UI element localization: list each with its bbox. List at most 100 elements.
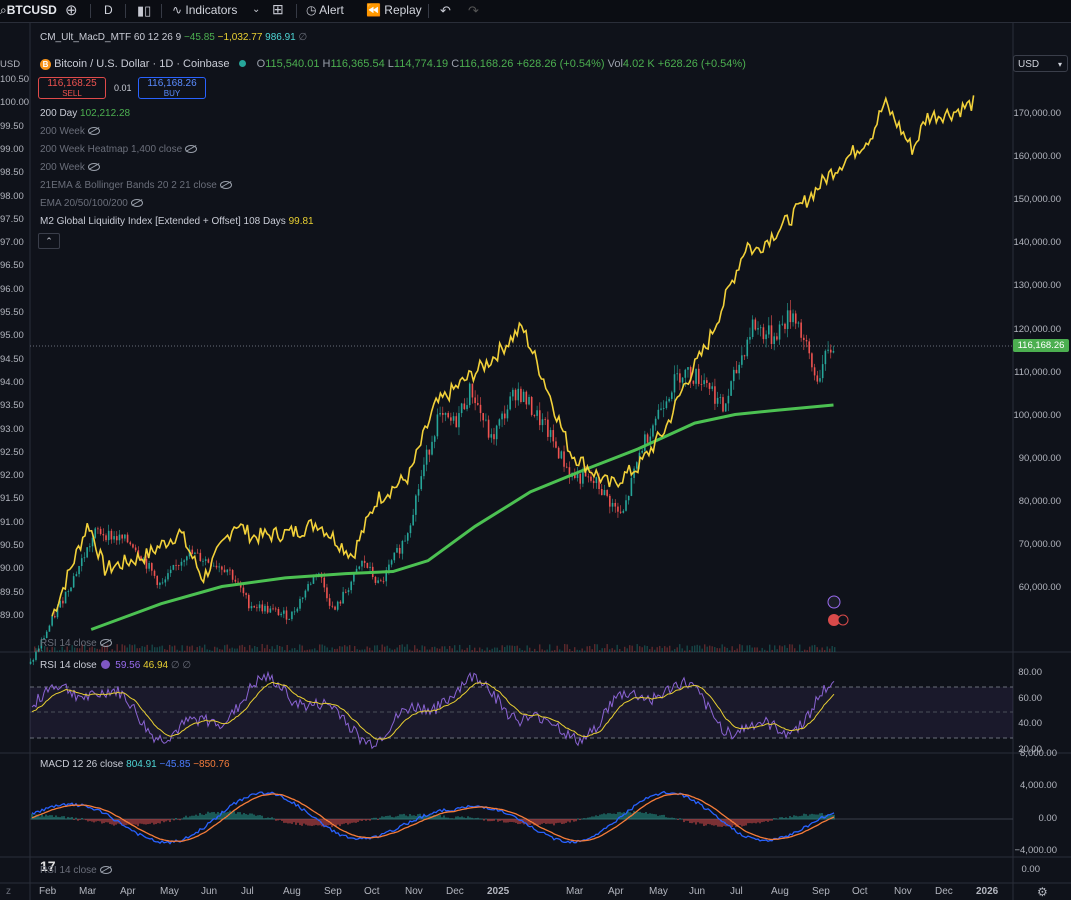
hidden-eye-icon[interactable] (99, 866, 112, 874)
replay-button[interactable]: ⏪ Replay (366, 3, 422, 17)
candle-body (70, 587, 72, 591)
chevron-down-icon[interactable]: ⌄ (252, 4, 261, 15)
symbol-legend[interactable]: B Bitcoin / U.S. Dollar · 1D · Coinbase … (40, 58, 746, 70)
candle-body (794, 313, 797, 324)
candle-body (331, 605, 334, 607)
hidden-eye-icon[interactable] (185, 145, 198, 153)
volume-bar (454, 645, 456, 652)
volume-bar (576, 649, 578, 652)
hidden-eye-icon[interactable] (99, 639, 112, 647)
indicator-legend-200-week-heatmap[interactable]: 200 Week Heatmap 1,400 close (40, 144, 198, 155)
candle-body (231, 570, 234, 580)
macd-histogram-bar (493, 819, 495, 821)
volume-bar (36, 649, 38, 652)
add-symbol-icon[interactable]: ⊕ (65, 2, 78, 19)
candle-body (552, 430, 555, 442)
macd-histogram-bar (537, 819, 539, 826)
interval-button[interactable]: D (104, 3, 113, 17)
axis-tick-label: 4,000.00 (1020, 780, 1057, 792)
candle-body (291, 611, 293, 620)
symbol-search-button[interactable]: ⌕BTCUSD (0, 3, 57, 17)
candle-body (501, 413, 503, 420)
redo-icon[interactable]: ↷ (468, 3, 479, 18)
macd-histogram-bar (539, 819, 541, 825)
buy-button[interactable]: 116,168.26 BUY (138, 77, 206, 99)
volume-bar (129, 644, 131, 652)
macd-histogram-bar (61, 816, 63, 820)
volume-bar (184, 650, 186, 652)
volume-bar (784, 645, 786, 652)
indicators-button[interactable]: ∿ Indicators (172, 3, 238, 17)
macd-histogram-bar (65, 818, 67, 820)
time-axis-label: Jul (241, 886, 254, 897)
flash-event-icon[interactable] (827, 595, 841, 609)
macd-histogram-bar (43, 816, 45, 820)
volume-bar (786, 647, 788, 652)
macd-histogram-bar (583, 818, 585, 820)
candle-body (51, 616, 53, 626)
macd-histogram-bar (525, 819, 527, 824)
alert-button[interactable]: ◷ Alert (306, 3, 344, 17)
volume-bar (589, 645, 591, 652)
layout-grid-icon[interactable]: ⊞ (272, 1, 284, 17)
hidden-eye-icon[interactable] (130, 199, 143, 207)
macd-legend[interactable]: MACD 12 26 close 804.91 −45.85 −850.76 (40, 759, 230, 770)
more-options-icon[interactable]: ∅ ∅ (170, 660, 192, 671)
macd-histogram-bar (623, 812, 625, 820)
time-axis-label: Aug (771, 886, 789, 897)
sell-button[interactable]: 116,168.25 SELL (38, 77, 106, 99)
volume-bar (351, 650, 353, 652)
volume-bar (636, 644, 638, 652)
timezone-label[interactable]: z (6, 886, 11, 897)
macd-histogram-bar (705, 819, 707, 826)
time-axis-label: Sep (324, 886, 342, 897)
macd-histogram-bar (545, 819, 547, 824)
hidden-eye-icon[interactable] (87, 127, 100, 135)
volume-bar (421, 645, 423, 652)
macd-histogram-bar (523, 819, 525, 825)
macd-mtf-legend[interactable]: CM_Ult_MacD_MTF 60 12 26 9 −45.85 −1,032… (40, 32, 308, 43)
macd-histogram-bar (199, 812, 201, 820)
rsi-hidden-legend-bottom[interactable]: RSI 14 close (40, 865, 112, 876)
candles-chart-type-icon[interactable]: ▮▯ (137, 3, 152, 18)
macd-histogram-bar (311, 819, 313, 826)
macd-histogram-bar (671, 817, 673, 820)
candle-body (533, 414, 536, 416)
indicator-legend-200-week-2[interactable]: 200 Week (40, 162, 100, 173)
volume-bar (236, 648, 238, 652)
candle-body (194, 552, 196, 554)
rsi-legend[interactable]: RSI 14 close 59.56 46.94 ∅ ∅ (40, 660, 192, 671)
volume-bar (641, 647, 643, 652)
event-badge-icon[interactable] (837, 614, 849, 626)
volume-bar (604, 648, 606, 652)
candle-body (768, 325, 770, 335)
candle-body (296, 608, 299, 612)
indicator-legend-m2[interactable]: M2 Global Liquidity Index [Extended + Of… (40, 216, 314, 227)
macd-histogram-bar (797, 816, 799, 820)
candle-body (506, 409, 509, 419)
hidden-eye-icon[interactable] (219, 181, 232, 189)
volume-bar (409, 649, 411, 652)
more-options-icon[interactable]: ∅ (298, 32, 308, 43)
currency-select[interactable]: USD ▾ (1013, 55, 1068, 72)
macd-histogram-bar (415, 815, 417, 820)
candle-body (107, 530, 110, 541)
indicator-legend-200-week[interactable]: 200 Week (40, 126, 100, 137)
candle-body (557, 447, 560, 459)
settings-gear-icon[interactable]: ⚙ (1037, 885, 1048, 899)
hidden-eye-icon[interactable] (87, 163, 100, 171)
macd-histogram-bar (197, 815, 199, 820)
indicator-legend-21ema-bb[interactable]: 21EMA & Bollinger Bands 20 2 21 close (40, 180, 232, 191)
collapse-legend-button[interactable]: ⌃ (38, 233, 60, 249)
macd-histogram-bar (121, 819, 123, 826)
volume-bar (671, 650, 673, 652)
volume-bar (126, 647, 128, 652)
us-flag-event-icon[interactable] (828, 614, 840, 626)
undo-icon[interactable]: ↶ (440, 3, 451, 18)
indicator-legend-ema-ribbon[interactable]: EMA 20/50/100/200 (40, 198, 143, 209)
volume-bar (191, 645, 193, 652)
volume-bar (774, 645, 776, 652)
rsi-hidden-legend[interactable]: RSI 14 close (40, 638, 112, 649)
indicator-legend-200-day[interactable]: 200 Day 102,212.28 (40, 108, 131, 119)
